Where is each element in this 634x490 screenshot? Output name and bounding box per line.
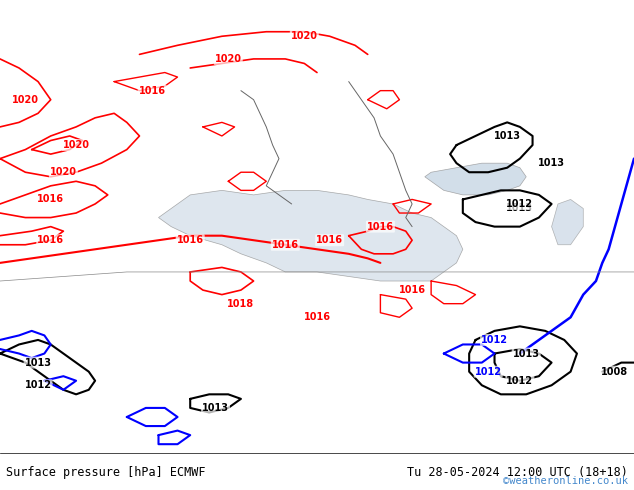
Text: 1016: 1016 [139, 86, 165, 96]
Text: ©weatheronline.co.uk: ©weatheronline.co.uk [503, 476, 628, 486]
Text: 1012: 1012 [25, 380, 51, 390]
Text: 1016: 1016 [316, 235, 343, 245]
Text: 1012: 1012 [507, 376, 533, 386]
Text: 1018: 1018 [228, 299, 254, 309]
Polygon shape [552, 199, 583, 245]
Text: Tu 28-05-2024 12:00 UTC (18+18): Tu 28-05-2024 12:00 UTC (18+18) [407, 466, 628, 479]
Text: 1013: 1013 [513, 348, 540, 359]
Text: 1016: 1016 [177, 235, 204, 245]
Text: 1016: 1016 [37, 195, 64, 204]
Text: 1016: 1016 [37, 235, 64, 245]
Text: 1012: 1012 [481, 335, 508, 345]
Text: 1016: 1016 [272, 240, 299, 250]
Text: 1012: 1012 [475, 367, 501, 377]
Polygon shape [158, 191, 463, 281]
Text: Surface pressure [hPa] ECMWF: Surface pressure [hPa] ECMWF [6, 466, 206, 479]
Text: 1016: 1016 [367, 221, 394, 232]
Text: 1016: 1016 [399, 285, 425, 295]
Text: 1013: 1013 [538, 158, 565, 168]
Text: 1013: 1013 [25, 358, 51, 368]
Text: 1020: 1020 [291, 31, 318, 41]
Text: 1020: 1020 [50, 167, 77, 177]
Text: 1013: 1013 [202, 403, 229, 413]
Text: 1013: 1013 [494, 131, 521, 141]
Text: 1012: 1012 [507, 199, 533, 209]
Text: 1020: 1020 [215, 54, 242, 64]
Text: 1013: 1013 [507, 203, 533, 214]
Text: 1020: 1020 [63, 140, 89, 150]
Text: 1008: 1008 [602, 367, 628, 377]
Text: 1016: 1016 [304, 312, 330, 322]
Polygon shape [425, 163, 526, 195]
Text: 1020: 1020 [12, 95, 39, 105]
